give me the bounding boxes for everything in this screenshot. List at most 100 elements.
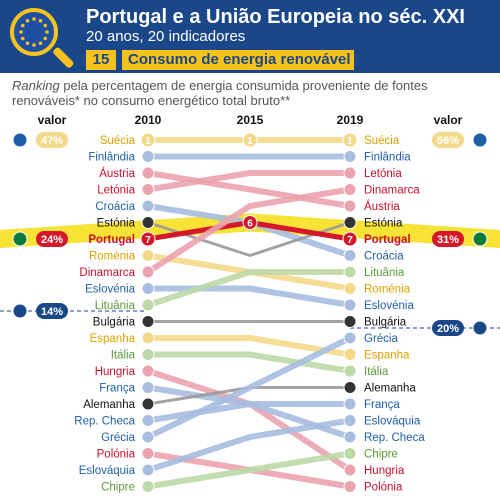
flag-icon-Croácia-148	[141, 199, 155, 213]
right-label-Letónia: Letónia	[364, 168, 402, 180]
right-value-pill-Suécia	[432, 132, 464, 148]
rank-badge-Portugal-2	[342, 231, 358, 247]
flag-icon-França-350	[343, 397, 357, 411]
description-italic: Ranking	[12, 78, 60, 93]
right-label-Estónia: Estónia	[364, 218, 403, 230]
right-label-Polónia: Polónia	[364, 482, 403, 494]
right-value-flag-icon-UE	[472, 320, 488, 336]
left-value-flag-icon-UE	[12, 303, 28, 319]
right-value-flag-icon-Portugal	[472, 231, 488, 247]
left-label-Roménia: Roménia	[89, 251, 136, 263]
flag-icon-Chipre-148	[141, 480, 155, 493]
flag-icon-Bulgária-148	[141, 315, 155, 328]
flag-icon-Roménia-350	[343, 282, 357, 295]
right-value-UE: 20%	[437, 323, 459, 335]
right-label-Espanha: Espanha	[364, 350, 410, 362]
rank-badge-Portugal-1	[242, 215, 258, 230]
flag-icon-Rep. Checa-148	[141, 414, 155, 427]
right-label-Roménia: Roménia	[364, 284, 411, 296]
flag-icon-Eslovénia-350	[343, 298, 357, 312]
right-label-Chipre: Chipre	[364, 449, 398, 461]
flag-icon-Lituânia-148	[141, 298, 155, 312]
flag-icon-Eslovénia-148	[141, 282, 155, 295]
left-value-flag-icon-Portugal	[12, 231, 28, 247]
left-label-Espanha: Espanha	[90, 333, 136, 345]
left-label-Eslováquia: Eslováquia	[79, 465, 136, 477]
value-header-right: valor	[434, 113, 463, 127]
right-label-Eslováquia: Eslováquia	[364, 416, 421, 428]
right-value-pill-UE	[432, 320, 464, 336]
left-label-Chipre: Chipre	[101, 482, 135, 494]
magnifier-handle-icon	[52, 46, 75, 69]
flag-icon-Hungria-350	[343, 463, 357, 477]
right-label-França: França	[364, 399, 400, 411]
flag-icon-Letónia-350	[343, 166, 357, 180]
series-line-Lituânia	[145, 269, 353, 308]
flag-icon-Estónia-148	[141, 216, 155, 229]
left-value-flag-icon-Suécia	[12, 132, 28, 148]
rank-badge-Portugal-0	[140, 231, 156, 247]
right-value-pill-Portugal	[432, 231, 464, 247]
flag-icon-Áustria-350	[343, 199, 357, 213]
flag-icon-Letónia-148	[141, 183, 155, 196]
rank-badge-text-Portugal-0: 7	[145, 235, 151, 246]
right-value-flag-icon-Suécia	[472, 132, 488, 148]
description-text: pela percentagem de energia consumida pr…	[12, 78, 428, 108]
flag-icon-Eslováquia-350	[343, 414, 357, 427]
flag-icon-Estónia-350	[343, 216, 357, 229]
right-label-Bulgária: Bulgária	[364, 317, 407, 329]
left-label-Letónia: Letónia	[97, 185, 135, 197]
right-value-Portugal: 31%	[437, 234, 459, 246]
left-label-Croácia: Croácia	[95, 201, 135, 213]
flag-icon-Chipre-350	[343, 447, 357, 460]
flag-icon-Espanha-350	[343, 348, 357, 361]
series-line-Itália	[145, 351, 353, 374]
right-label-Itália: Itália	[364, 366, 389, 378]
flag-icon-Polónia-148	[141, 447, 155, 460]
left-label-Lituânia: Lituânia	[95, 300, 136, 312]
value-header-left: valor	[38, 113, 67, 127]
left-value-pill-Portugal	[36, 231, 68, 247]
portugal-highlight-band	[0, 213, 500, 248]
left-value-UE: 14%	[41, 306, 63, 318]
flag-icon-Rep. Checa-350	[343, 430, 357, 444]
left-label-Dinamarca: Dinamarca	[79, 267, 135, 279]
left-label-Grécia: Grécia	[101, 432, 135, 444]
flag-icon-Espanha-148	[141, 331, 155, 345]
series-line-Áustria	[145, 170, 353, 209]
left-label-Bulgária: Bulgária	[93, 317, 136, 329]
left-label-Rep. Checa: Rep. Checa	[74, 416, 135, 428]
flag-icon-Dinamarca-148	[141, 265, 155, 279]
left-label-Áustria: Áustria	[99, 167, 135, 180]
right-label-Hungria: Hungria	[364, 465, 405, 477]
left-label-Eslovénia: Eslovénia	[85, 284, 135, 296]
flag-icon-Alemanha-148	[141, 397, 155, 411]
flag-icon-Lituânia-350	[343, 265, 357, 279]
year-label-2019: 2019	[337, 113, 364, 127]
right-value-Suécia: 56%	[437, 135, 459, 147]
chart-description: Ranking pela percentagem de energia cons…	[12, 78, 492, 108]
series-line-Letónia	[145, 170, 353, 193]
year-label-2010: 2010	[135, 113, 162, 127]
rank-badge-text-Portugal-1: 6	[247, 219, 253, 230]
indicator-number: 15	[86, 50, 116, 70]
rank-badge-text-Suécia-1: 1	[247, 136, 253, 147]
left-value-Suécia: 47%	[41, 135, 63, 147]
left-label-Itália: Itália	[111, 350, 136, 362]
right-label-Finlândia: Finlândia	[364, 152, 411, 164]
flag-icon-Grécia-148	[141, 430, 155, 444]
left-value-pill-Suécia	[36, 132, 68, 148]
left-label-Finlândia: Finlândia	[88, 152, 135, 164]
year-label-2015: 2015	[237, 113, 264, 127]
flag-icon-Polónia-350	[343, 480, 357, 493]
flag-icon-Bulgária-350	[343, 315, 357, 328]
left-label-França: França	[99, 383, 135, 395]
flag-icon-Itália-148	[141, 348, 155, 361]
right-label-Portugal: Portugal	[364, 234, 411, 246]
right-label-Alemanha: Alemanha	[364, 383, 416, 395]
series-line-Grécia	[145, 335, 353, 440]
right-label-Eslovénia: Eslovénia	[364, 300, 414, 312]
right-label-Croácia: Croácia	[364, 251, 404, 263]
indicator-title: Consumo de energia renovável	[122, 50, 354, 70]
flag-icon-Roménia-148	[141, 249, 155, 262]
